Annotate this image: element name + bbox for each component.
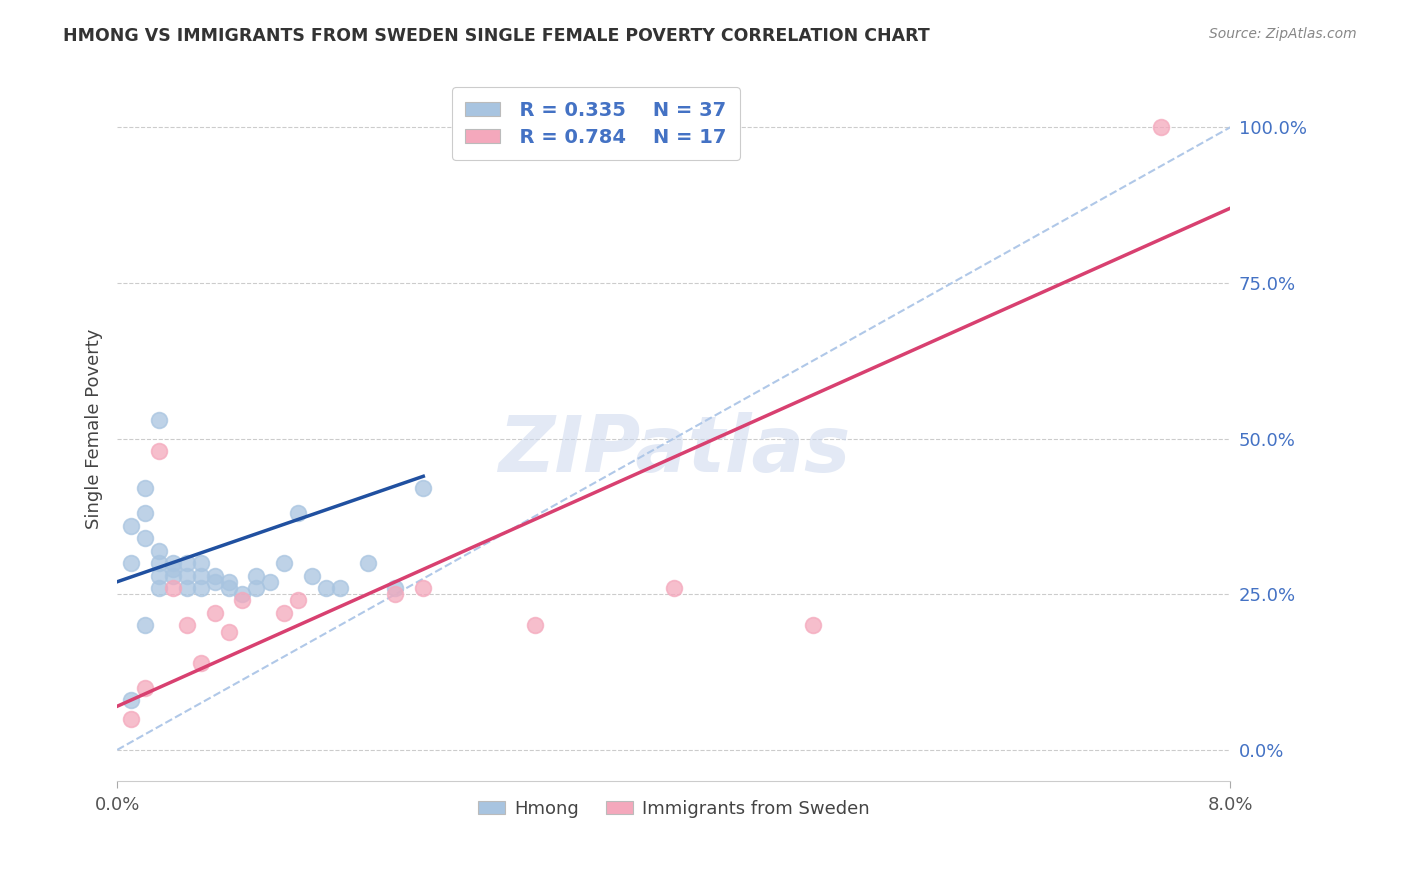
Point <box>218 581 240 595</box>
Point <box>148 581 170 595</box>
Point <box>259 574 281 589</box>
Y-axis label: Single Female Poverty: Single Female Poverty <box>86 329 103 530</box>
Point <box>162 562 184 576</box>
Point <box>523 618 546 632</box>
Point <box>134 618 156 632</box>
Point <box>134 481 156 495</box>
Point <box>120 518 142 533</box>
Point <box>801 618 824 632</box>
Point <box>120 693 142 707</box>
Point <box>176 581 198 595</box>
Point <box>384 587 406 601</box>
Point <box>218 624 240 639</box>
Point <box>120 712 142 726</box>
Point <box>287 506 309 520</box>
Point <box>412 481 434 495</box>
Point <box>412 581 434 595</box>
Point <box>329 581 352 595</box>
Point <box>245 581 267 595</box>
Point <box>204 574 226 589</box>
Point <box>204 606 226 620</box>
Point <box>204 568 226 582</box>
Point <box>287 593 309 607</box>
Point <box>190 656 212 670</box>
Point <box>245 568 267 582</box>
Point <box>190 581 212 595</box>
Point <box>148 543 170 558</box>
Point <box>162 568 184 582</box>
Point <box>218 574 240 589</box>
Point <box>301 568 323 582</box>
Point <box>176 618 198 632</box>
Text: HMONG VS IMMIGRANTS FROM SWEDEN SINGLE FEMALE POVERTY CORRELATION CHART: HMONG VS IMMIGRANTS FROM SWEDEN SINGLE F… <box>63 27 929 45</box>
Point <box>231 587 253 601</box>
Point <box>190 568 212 582</box>
Point <box>162 556 184 570</box>
Point <box>148 444 170 458</box>
Point <box>1150 120 1173 135</box>
Point <box>384 581 406 595</box>
Text: ZIPatlas: ZIPatlas <box>498 412 849 488</box>
Point <box>315 581 337 595</box>
Point <box>162 581 184 595</box>
Point <box>148 556 170 570</box>
Text: Source: ZipAtlas.com: Source: ZipAtlas.com <box>1209 27 1357 41</box>
Point <box>134 531 156 545</box>
Point <box>273 556 295 570</box>
Point <box>662 581 685 595</box>
Point <box>176 568 198 582</box>
Point <box>356 556 378 570</box>
Point <box>273 606 295 620</box>
Legend: Hmong, Immigrants from Sweden: Hmong, Immigrants from Sweden <box>471 792 877 825</box>
Point <box>148 568 170 582</box>
Point <box>120 556 142 570</box>
Point <box>134 506 156 520</box>
Point <box>134 681 156 695</box>
Point <box>176 556 198 570</box>
Point <box>231 593 253 607</box>
Point <box>148 413 170 427</box>
Point <box>190 556 212 570</box>
